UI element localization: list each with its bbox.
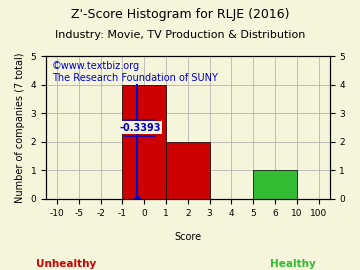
Text: Industry: Movie, TV Production & Distribution: Industry: Movie, TV Production & Distrib… <box>55 30 305 40</box>
Text: Z'-Score Histogram for RLJE (2016): Z'-Score Histogram for RLJE (2016) <box>71 8 289 21</box>
X-axis label: Score: Score <box>174 231 201 241</box>
Bar <box>122 85 166 199</box>
Text: Unhealthy: Unhealthy <box>36 259 96 269</box>
Text: -0.3393: -0.3393 <box>119 123 161 133</box>
Text: The Research Foundation of SUNY: The Research Foundation of SUNY <box>52 73 217 83</box>
Bar <box>166 142 210 199</box>
Bar <box>253 170 297 199</box>
Y-axis label: Number of companies (7 total): Number of companies (7 total) <box>15 52 25 203</box>
Text: Healthy: Healthy <box>270 259 316 269</box>
Text: ©www.textbiz.org: ©www.textbiz.org <box>52 60 140 70</box>
